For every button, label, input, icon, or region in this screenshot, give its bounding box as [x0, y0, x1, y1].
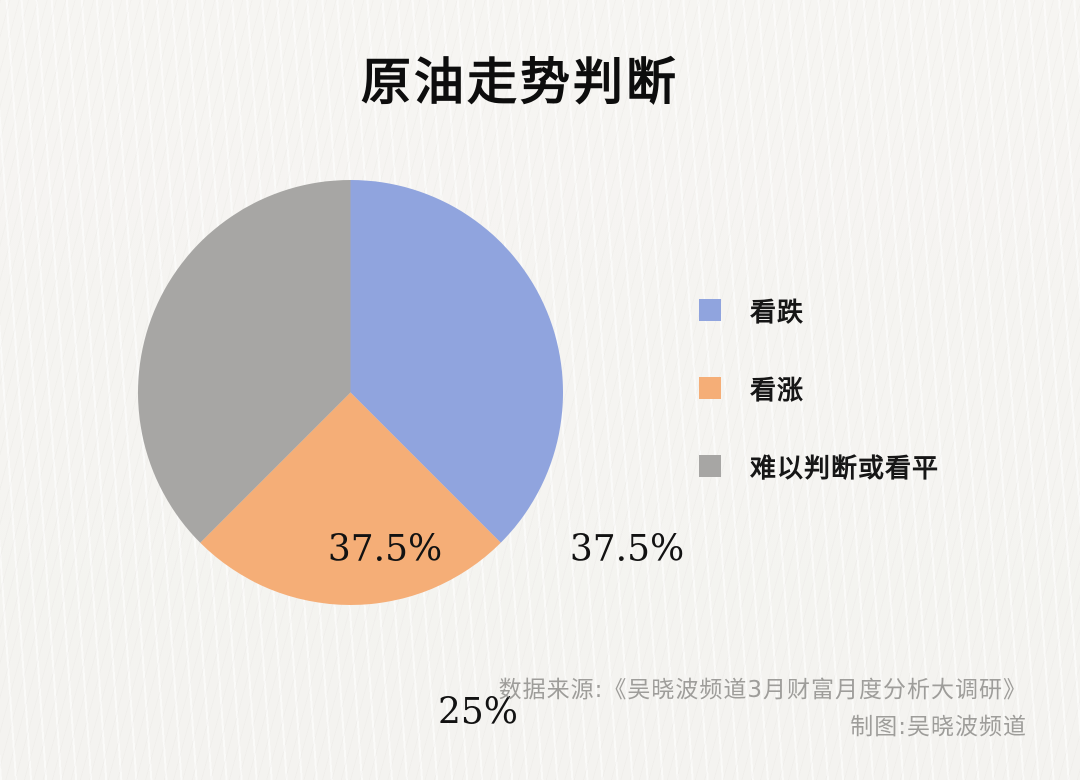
- legend-label-neutral: 难以判断或看平: [750, 453, 940, 484]
- pie-chart: [138, 180, 563, 605]
- pie-slice-1: [200, 392, 501, 605]
- legend-item-bullish: 看涨: [699, 375, 939, 406]
- page-title: 原油走势判断: [361, 52, 679, 111]
- legend-item-bearish: 看跌: [699, 297, 939, 328]
- pie-chart-container: 37.5% 25% 37.5%: [138, 180, 684, 733]
- legend-item-neutral: 难以判断或看平: [699, 453, 939, 484]
- legend-swatch-neutral: [699, 455, 721, 477]
- legend-label-bearish: 看跌: [750, 297, 805, 328]
- data-source-line: 数据来源:《吴晓波频道3月财富月度分析大调研》: [498, 677, 1027, 703]
- legend-label-bullish: 看涨: [750, 375, 805, 406]
- chart-legend: 看跌 看涨 难以判断或看平: [699, 297, 939, 484]
- pie-slice-label-bullish: 25%: [437, 691, 519, 733]
- pie-slice-0: [350, 180, 563, 543]
- legend-swatch-bearish: [699, 299, 721, 321]
- pie-slice-2: [138, 180, 351, 543]
- footer-credits: 数据来源:《吴晓波频道3月财富月度分析大调研》 制图:吴晓波频道: [499, 672, 1027, 746]
- pie-slice-label-bearish: 37.5%: [569, 528, 685, 570]
- pie-slice-label-neutral: 37.5%: [327, 528, 443, 570]
- chart-credit-line: 制图:吴晓波频道: [850, 714, 1027, 740]
- legend-swatch-bullish: [699, 377, 721, 399]
